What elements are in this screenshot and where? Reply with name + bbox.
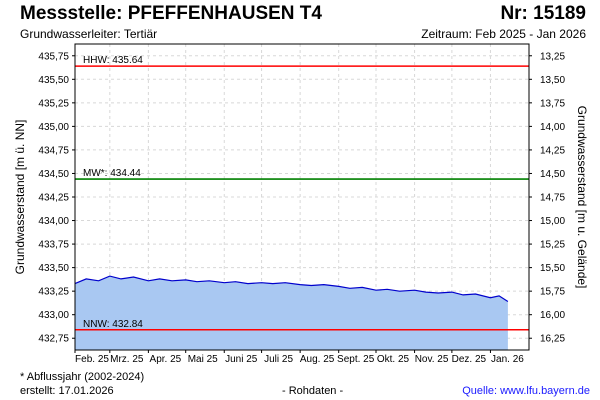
- y-tick-right: 13,25: [540, 51, 565, 62]
- y-tick-right: 14,25: [540, 145, 565, 156]
- station-title: Messstelle: PFEFFENHAUSEN T4: [20, 3, 322, 24]
- x-tick-label: Mrz. 25: [110, 354, 144, 365]
- x-tick-label: Nov. 25: [415, 354, 449, 365]
- y-tick-right: 13,75: [540, 98, 565, 109]
- y-tick-left: 433,75: [38, 240, 69, 251]
- created-date: erstellt: 17.01.2026: [20, 385, 114, 397]
- x-tick-label: Apr. 25: [150, 354, 182, 365]
- aquifer-label: Grundwasserleiter: Tertiär: [20, 27, 158, 41]
- y-tick-right: 15,50: [540, 263, 565, 274]
- series-area: [75, 276, 508, 350]
- y-ticks-right: 13,25 13,50 13,75 14,00 14,25 14,50 14,75 15,00…: [529, 51, 565, 345]
- y-axis-label-left: Grundwasserstand [m ü. NN]: [13, 120, 27, 275]
- y-tick-left: 434,00: [38, 216, 69, 227]
- x-tick-label: Sept. 25: [337, 354, 375, 365]
- footnote: * Abflussjahr (2002-2024): [20, 371, 145, 383]
- series-line: [74, 275, 509, 303]
- reference-line-label: NNW: 432.84: [83, 319, 143, 330]
- y-ticks-left: 435,75 435,50 435,25 435,00 434,75 434,50 434,…: [38, 51, 75, 345]
- y-tick-right: 13,50: [540, 75, 565, 86]
- x-tick-label: Mai 25: [188, 354, 218, 365]
- y-tick-right: 14,00: [540, 122, 565, 133]
- y-tick-right: 15,25: [540, 240, 565, 251]
- y-tick-left: 433,25: [38, 287, 69, 298]
- station-number: Nr: 15189: [500, 3, 586, 24]
- reference-line-label: HHW: 435.64: [83, 55, 143, 66]
- x-ticks: Feb. 25 Mrz. 25 Apr. 25 Mai 25 Juni 25 Juli 2…: [74, 350, 524, 365]
- y-axis-label-right: Grundwasserstand [m u. Gelände]: [575, 106, 589, 289]
- x-tick-label: Juli 25: [264, 354, 293, 365]
- y-tick-left: 435,75: [38, 51, 69, 62]
- y-tick-left: 433,50: [38, 263, 69, 274]
- y-tick-left: 432,75: [38, 334, 69, 345]
- y-tick-left: 435,50: [38, 75, 69, 86]
- y-tick-right: 15,00: [540, 216, 565, 227]
- x-tick-label: Jan. 26: [491, 354, 524, 365]
- y-tick-right: 15,75: [540, 287, 565, 298]
- x-tick-label: Feb. 25: [75, 354, 109, 365]
- rawdata-label: - Rohdaten -: [282, 385, 344, 397]
- period-label: Zeitraum: Feb 2025 - Jan 2026: [421, 27, 586, 41]
- y-tick-right: 14,50: [540, 169, 565, 180]
- y-tick-left: 435,00: [38, 122, 69, 133]
- y-tick-left: 435,25: [38, 98, 69, 109]
- y-tick-left: 434,25: [38, 193, 69, 204]
- y-tick-right: 16,00: [540, 310, 565, 321]
- y-tick-right: 14,75: [540, 193, 565, 204]
- x-tick-label: Okt. 25: [377, 354, 410, 365]
- source-link[interactable]: Quelle: www.lfu.bayern.de: [462, 385, 590, 397]
- y-tick-left: 434,75: [38, 145, 69, 156]
- reference-lines: HHW: 435.64 MW*: 434.44 NNW: 432.84: [75, 55, 529, 331]
- y-tick-left: 434,50: [38, 169, 69, 180]
- x-tick-label: Aug. 25: [300, 354, 335, 365]
- reference-line-label: MW*: 434.44: [83, 168, 141, 179]
- x-tick-label: Juni 25: [225, 354, 258, 365]
- y-tick-right: 16,25: [540, 334, 565, 345]
- x-tick-label: Dez. 25: [452, 354, 487, 365]
- y-tick-left: 433,00: [38, 310, 69, 321]
